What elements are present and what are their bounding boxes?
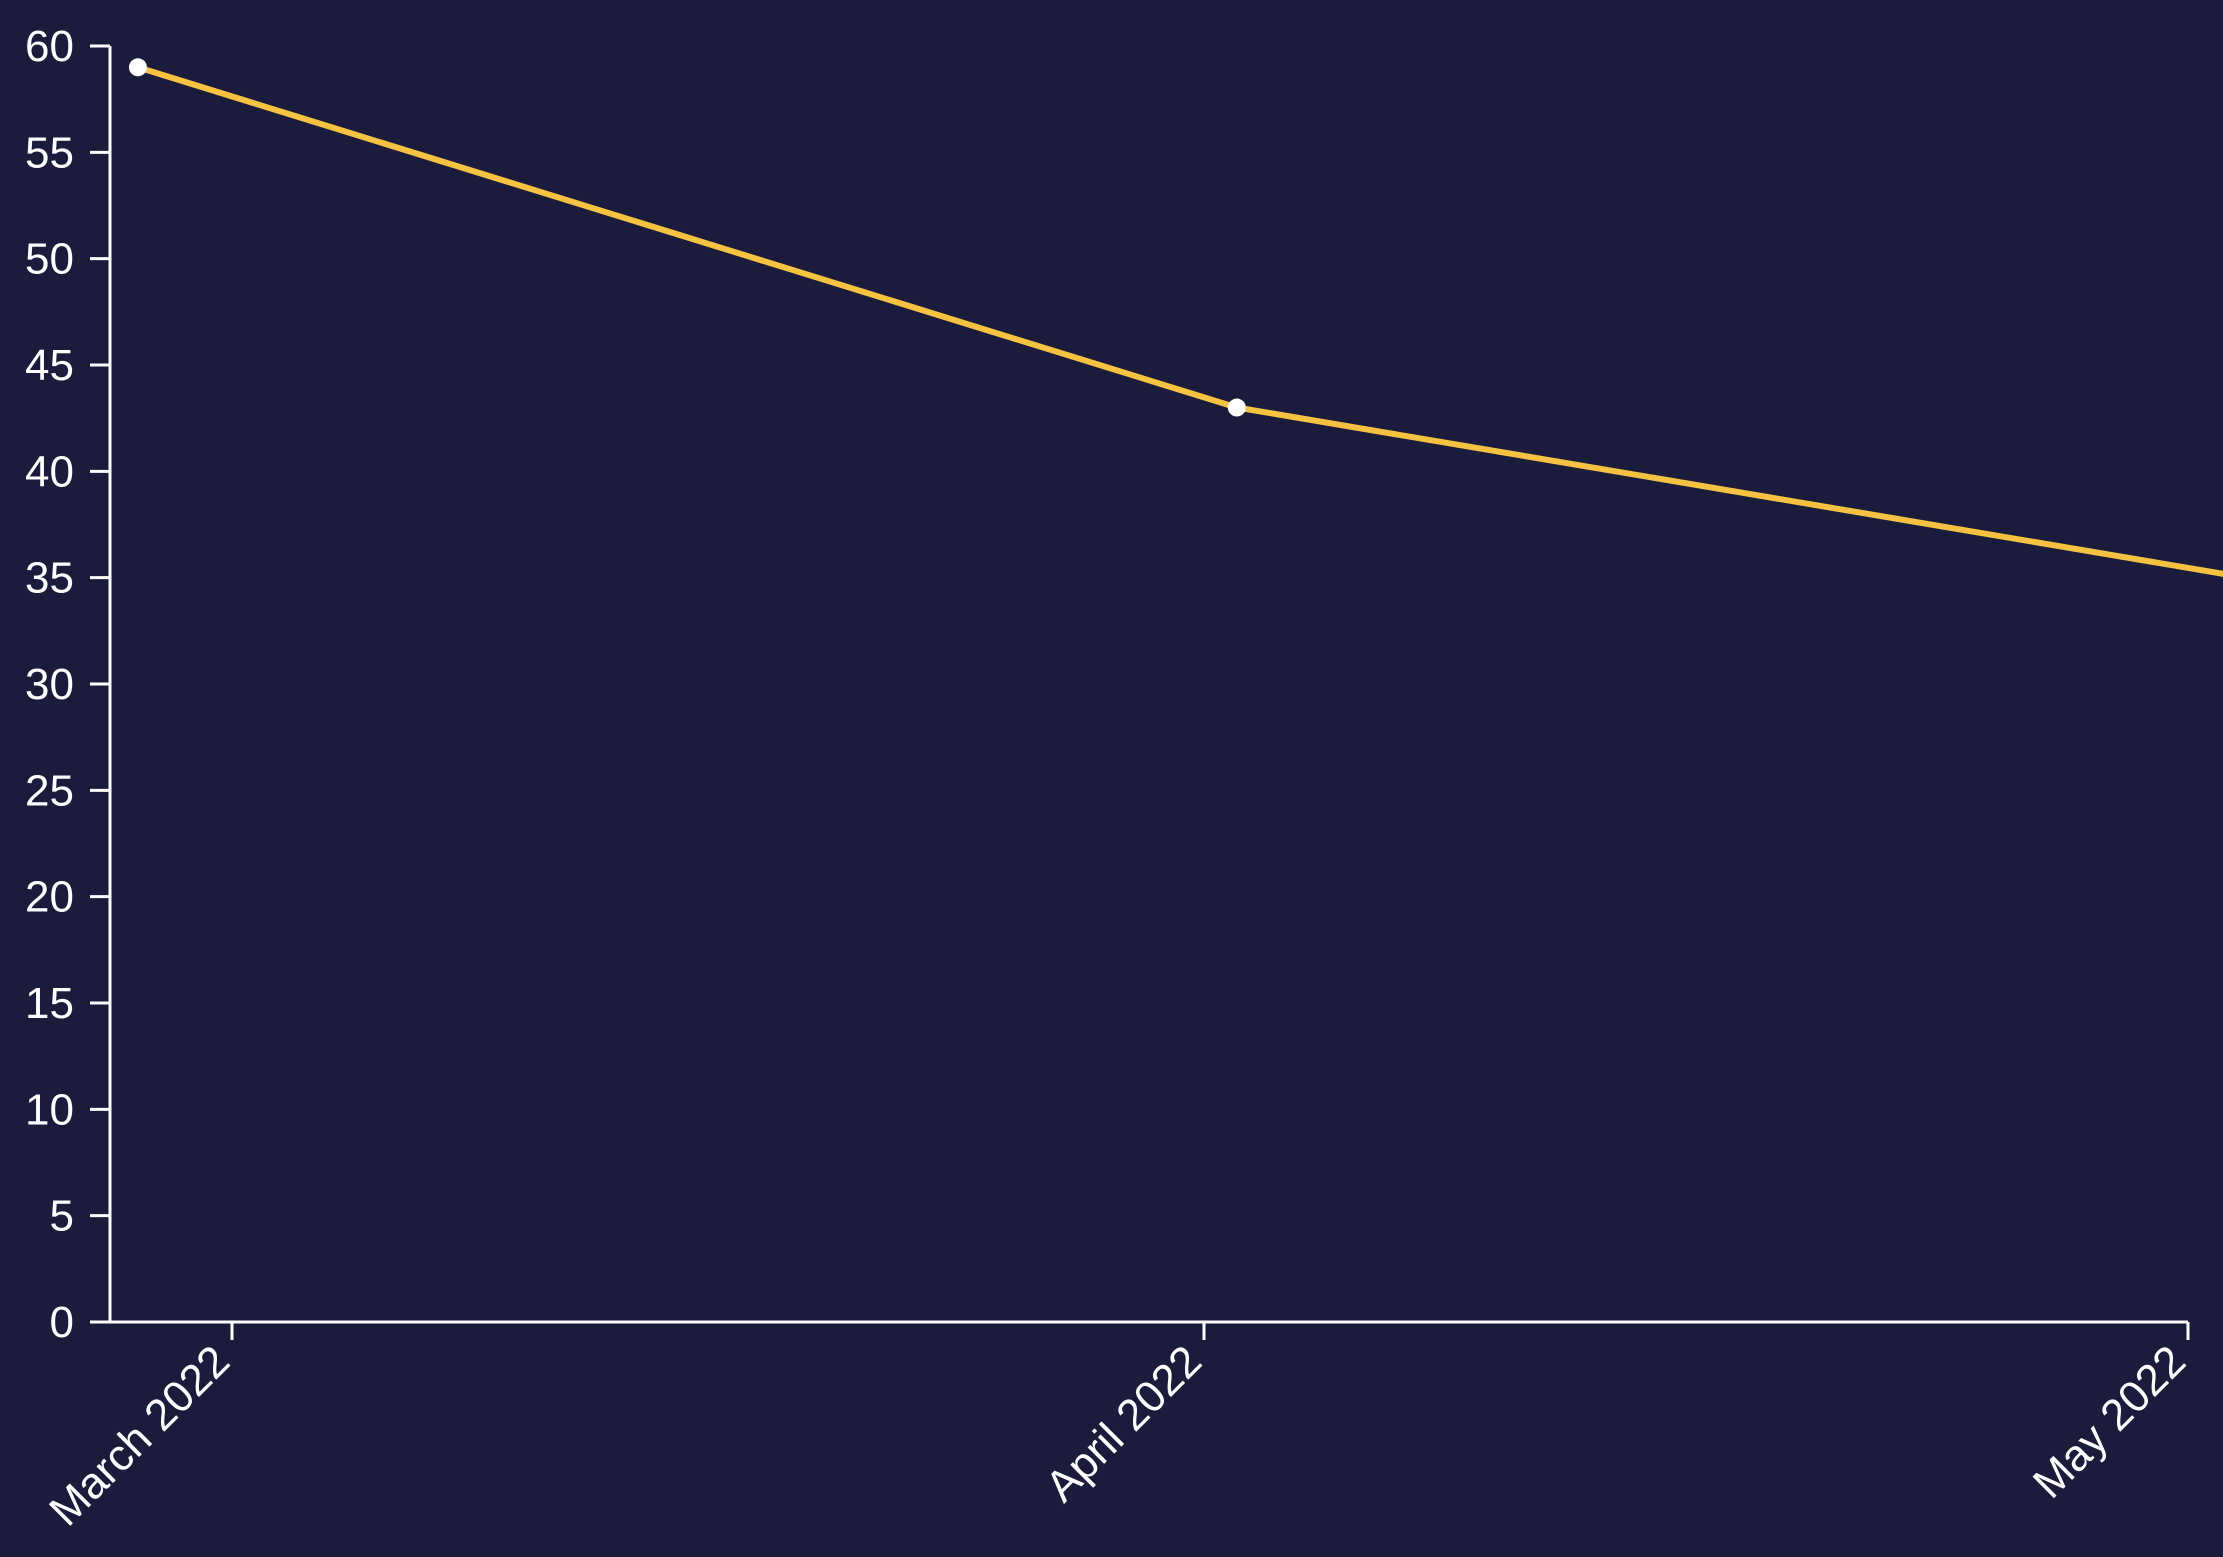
y-tick-label: 15 [25, 979, 74, 1028]
series-line [134, 64, 2223, 577]
y-axis: 0 5 10 15 20 25 30 35 40 45 50 55 60 [25, 22, 112, 1347]
y-tick-label: 0 [50, 1298, 74, 1347]
y-tick-label: 25 [25, 766, 74, 815]
data-point [128, 58, 147, 77]
y-tick-label: 30 [25, 660, 74, 709]
x-tick-label: April 2022 [1036, 1336, 1211, 1511]
y-tick-label: 10 [25, 1085, 74, 1134]
y-tick-label: 45 [25, 341, 74, 390]
x-tick-label: March 2022 [40, 1336, 239, 1535]
y-tick-label: 20 [25, 873, 74, 922]
y-tick-label: 50 [25, 235, 74, 284]
series-layer [128, 58, 2223, 577]
x-tick-label: May 2022 [2024, 1336, 2195, 1507]
y-tick-label: 55 [25, 128, 74, 177]
y-tick-label: 60 [25, 22, 74, 71]
y-tick-label: 35 [25, 554, 74, 603]
x-axis: March 2022 April 2022 May 2022 [40, 1320, 2195, 1535]
y-tick-label: 5 [50, 1192, 74, 1241]
y-tick-label: 40 [25, 447, 74, 496]
data-point [1227, 398, 1246, 417]
